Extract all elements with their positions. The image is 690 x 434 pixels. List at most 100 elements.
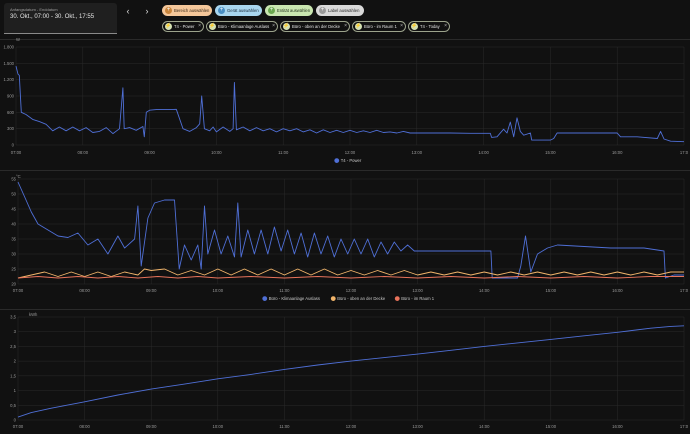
divider [0, 170, 690, 171]
divider [0, 39, 690, 40]
action-chip-label: Gerät auswählen [227, 8, 259, 13]
action-chip-label: Label auswählen [328, 8, 360, 13]
y-tick-label: 0,5 [10, 403, 16, 408]
y-tick-label: 300 [7, 126, 15, 131]
action-chip[interactable]: + Bereich auswählen [162, 5, 212, 16]
x-tick-label: 10:00 [213, 424, 224, 429]
entity-icon: ⚡ [411, 23, 418, 30]
entity-icon: ⚡ [209, 23, 216, 30]
y-tick-label: 2 [14, 359, 17, 364]
x-tick-label: 09:00 [144, 150, 155, 155]
legend-label: Büro - oben an der Decke [337, 296, 386, 301]
y-tick-label: 900 [7, 94, 15, 99]
x-tick-label: 17:0 [680, 150, 689, 155]
x-tick-label: 07:00 [13, 424, 24, 429]
y-tick-label: 40 [11, 222, 16, 227]
x-tick-label: 12:00 [346, 288, 357, 293]
y-tick-label: 25 [11, 267, 16, 272]
x-tick-label: 10:00 [211, 150, 222, 155]
x-tick-label: 16:00 [612, 288, 623, 293]
legend-marker [262, 296, 268, 301]
target-chip-label: Büro - Klimaanlage Auslass [218, 24, 270, 29]
y-tick-label: 3 [14, 329, 17, 334]
entity-icon: ⚡ [283, 23, 290, 30]
plus-icon: + [218, 7, 225, 14]
axis-unit-label: kWh [29, 312, 38, 317]
x-tick-label: 08:00 [78, 150, 89, 155]
x-tick-label: 15:00 [545, 150, 556, 155]
target-chip[interactable]: ⚡ T4 - Today × [408, 21, 450, 32]
action-chip-label: Entität auswählen [277, 8, 311, 13]
y-tick-label: 35 [11, 237, 16, 242]
x-tick-label: 08:00 [79, 424, 90, 429]
target-chip-label: Büro - oben an der Decke [292, 24, 340, 29]
x-tick-label: 07:00 [11, 150, 22, 155]
x-tick-label: 14:00 [479, 424, 490, 429]
divider [0, 309, 690, 310]
date-range-picker[interactable]: Anfangsdatum - Enddatum 30. Okt., 07:00 … [4, 3, 117, 34]
x-tick-label: 09:00 [146, 424, 157, 429]
y-tick-label: 2,5 [10, 344, 16, 349]
x-tick-label: 16:00 [612, 424, 623, 429]
close-icon[interactable]: × [344, 23, 347, 29]
x-tick-label: 13:00 [412, 150, 423, 155]
target-chip-label: T4 - Power [174, 24, 195, 29]
y-tick-label: 3,5 [10, 315, 16, 320]
y-tick-label: 1,5 [10, 373, 16, 378]
x-tick-label: 10:00 [213, 288, 224, 293]
chevron-left-icon[interactable]: ‹ [126, 6, 130, 16]
target-chip[interactable]: ⚡ Büro - Klimaanlage Auslass × [206, 21, 278, 32]
x-tick-label: 15:00 [546, 424, 557, 429]
x-tick-label: 12:00 [346, 424, 357, 429]
close-icon[interactable]: × [198, 23, 201, 29]
x-tick-label: 09:00 [146, 288, 157, 293]
x-tick-label: 14:00 [479, 288, 490, 293]
x-tick-label: 13:00 [412, 424, 423, 429]
y-tick-label: 1.200 [4, 77, 15, 82]
action-chip[interactable]: + Gerät auswählen [215, 5, 262, 16]
legend-marker [330, 296, 336, 301]
action-chip[interactable]: + Label auswählen [316, 5, 364, 16]
legend-label: Büro - Klimaanlage Auslass [269, 296, 320, 301]
y-tick-label: 1.500 [4, 61, 15, 66]
x-tick-label: 08:00 [79, 288, 90, 293]
date-range-label: Anfangsdatum - Enddatum [10, 7, 58, 12]
action-chip-label: Bereich auswählen [174, 8, 210, 13]
target-chip-label: Büro - im Raum 1 [364, 24, 397, 29]
y-tick-label: 600 [7, 110, 15, 115]
y-tick-label: 1.800 [4, 45, 15, 50]
x-tick-label: 17:0 [680, 424, 689, 429]
action-chip[interactable]: + Entität auswählen [265, 5, 313, 16]
y-tick-label: 55 [11, 177, 16, 182]
target-chip[interactable]: ⚡ T4 - Power × [162, 21, 204, 32]
y-tick-label: 0 [12, 143, 15, 148]
x-tick-label: 16:00 [612, 150, 623, 155]
target-chip[interactable]: ⚡ Büro - oben an der Decke × [280, 21, 350, 32]
close-icon[interactable]: × [272, 23, 275, 29]
target-chip-label: T4 - Today [420, 24, 440, 29]
plus-icon: + [319, 7, 326, 14]
close-icon[interactable]: × [444, 23, 447, 29]
y-tick-label: 1 [14, 388, 17, 393]
x-tick-label: 15:00 [546, 288, 557, 293]
y-tick-label: 45 [11, 207, 16, 212]
entity-icon: ⚡ [165, 23, 172, 30]
series-line [17, 181, 684, 279]
series-line [17, 276, 684, 279]
x-tick-label: 12:00 [345, 150, 356, 155]
y-tick-label: 20 [11, 282, 16, 287]
series-line [15, 65, 685, 143]
plus-icon: + [165, 7, 172, 14]
close-icon[interactable]: × [400, 23, 403, 29]
target-chip[interactable]: ⚡ Büro - im Raum 1 × [352, 21, 406, 32]
entity-icon: ⚡ [355, 23, 362, 30]
chevron-right-icon[interactable]: › [145, 6, 149, 16]
legend-marker [334, 158, 340, 164]
x-tick-label: 17:0 [680, 288, 689, 293]
plus-icon: + [268, 7, 275, 14]
axis-unit-label: W [16, 37, 20, 42]
legend-label: T4 - Power [341, 158, 362, 163]
